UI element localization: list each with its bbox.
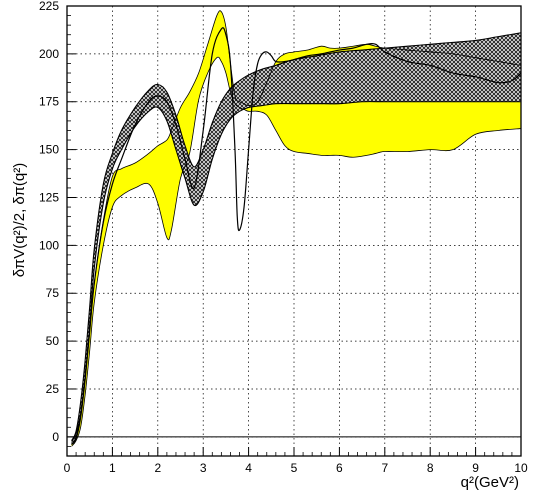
x-axis-title: q²(GeV²) (461, 474, 519, 491)
axes (66, 5, 522, 457)
y-tick-label: 225 (39, 0, 59, 13)
grey-band-area (71, 32, 521, 445)
x-tick-label: 6 (336, 461, 343, 475)
x-tick-label: 2 (154, 461, 161, 475)
y-tick-label: 200 (39, 47, 59, 61)
yellow-band-upper-edge (71, 10, 522, 443)
bands (71, 10, 521, 447)
y-tick-label: 150 (39, 143, 59, 157)
x-tick-label: 4 (245, 461, 252, 475)
y-tick-label: 50 (46, 334, 60, 348)
x-tick-label: 8 (427, 461, 434, 475)
x-tick-label: 1 (109, 461, 116, 475)
y-tick-label: 125 (39, 190, 59, 204)
x-tick-label: 5 (291, 461, 298, 475)
black-curve (71, 27, 522, 445)
y-tick-label: 175 (39, 95, 59, 109)
lines (71, 10, 522, 447)
yellow-band-area (71, 10, 521, 447)
y-tick-label: 0 (52, 430, 59, 444)
y-tick-label: 75 (46, 286, 60, 300)
x-tick-label: 3 (200, 461, 207, 475)
yellow-band-lower-edge (71, 56, 522, 447)
grey-band-lower-edge (71, 101, 521, 445)
y-tick-label: 25 (46, 382, 60, 396)
y-tick-label: 100 (39, 238, 59, 252)
x-tick-label: 0 (64, 461, 71, 475)
x-tick-label: 9 (472, 461, 479, 475)
y-axis-title: δπV(q²)/2, δπ(q²) (11, 163, 28, 277)
grey-band-upper-edge (71, 32, 522, 441)
x-tick-label: 10 (514, 461, 528, 475)
x-tick-label: 7 (381, 461, 388, 475)
